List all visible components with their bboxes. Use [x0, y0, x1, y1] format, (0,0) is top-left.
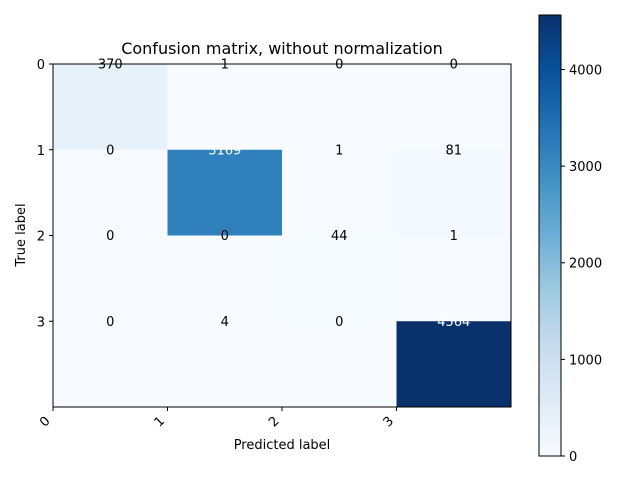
colorbar-tick-label: 3000 [569, 160, 602, 175]
colorbar-tick-label: 4000 [569, 63, 602, 78]
y-tick-label: 3 [37, 315, 45, 330]
heatmap-cell [167, 235, 283, 322]
colorbar-tick-label: 1000 [569, 353, 602, 368]
cell-value-label: 370 [98, 58, 123, 73]
heatmap-cell [167, 149, 283, 236]
colorbar [538, 14, 562, 457]
heatmap-cell [396, 149, 512, 236]
y-axis-label: True label [14, 203, 29, 267]
x-axis-label: Predicted label [234, 438, 331, 453]
cell-value-label: 0 [106, 315, 114, 330]
chart-title: Confusion matrix, without normalization [121, 39, 443, 58]
heatmap-cells [53, 64, 512, 408]
heatmap-cell [282, 235, 397, 322]
cell-value-label: 1 [335, 143, 343, 158]
cell-value-label: 81 [445, 143, 462, 158]
cell-value-label: 4 [221, 315, 229, 330]
heatmap-cell [396, 321, 512, 408]
heatmap-cell [396, 235, 512, 322]
cell-value-label: 0 [335, 58, 343, 73]
heatmap-cell [167, 321, 283, 408]
cell-value-label: 1 [450, 229, 458, 244]
heatmap-cell [53, 64, 168, 151]
x-tick-label: 0 [37, 414, 53, 430]
cell-value-label: 0 [335, 315, 343, 330]
cell-value-label: 4564 [437, 315, 470, 330]
heatmap-cell [53, 321, 168, 408]
cell-value-label: 0 [106, 229, 114, 244]
x-axis-ticks: 0 1 2 3 [37, 407, 397, 430]
y-tick-label: 1 [37, 144, 45, 159]
y-axis-ticks: 0 1 2 3 [37, 58, 53, 330]
colorbar-ticks: 0 1000 2000 3000 4000 [561, 63, 602, 465]
cell-value-label: 1 [221, 58, 229, 73]
cell-value-label: 44 [331, 229, 348, 244]
heatmap-cell [282, 149, 397, 236]
y-tick-label: 0 [37, 58, 45, 73]
heatmap-cell [53, 149, 168, 236]
cell-value-label: 3169 [208, 143, 241, 158]
heatmap-cell [282, 321, 397, 408]
x-tick-label: 3 [381, 414, 397, 430]
heatmap-cell [396, 64, 512, 151]
colorbar-tick-label: 0 [569, 450, 577, 465]
cell-value-label: 0 [450, 58, 458, 73]
y-tick-label: 2 [37, 230, 45, 245]
heatmap-cell [167, 64, 283, 151]
heatmap-cell [53, 235, 168, 322]
heatmap-cell-labels: 370 1 0 0 0 3169 1 81 0 0 44 1 0 4 0 4564 [98, 58, 470, 330]
cell-value-label: 0 [221, 229, 229, 244]
heatmap-cell [282, 64, 397, 151]
cell-value-label: 0 [106, 143, 114, 158]
colorbar-tick-label: 2000 [569, 257, 602, 272]
x-tick-label: 1 [152, 414, 168, 430]
x-tick-label: 2 [266, 414, 282, 430]
